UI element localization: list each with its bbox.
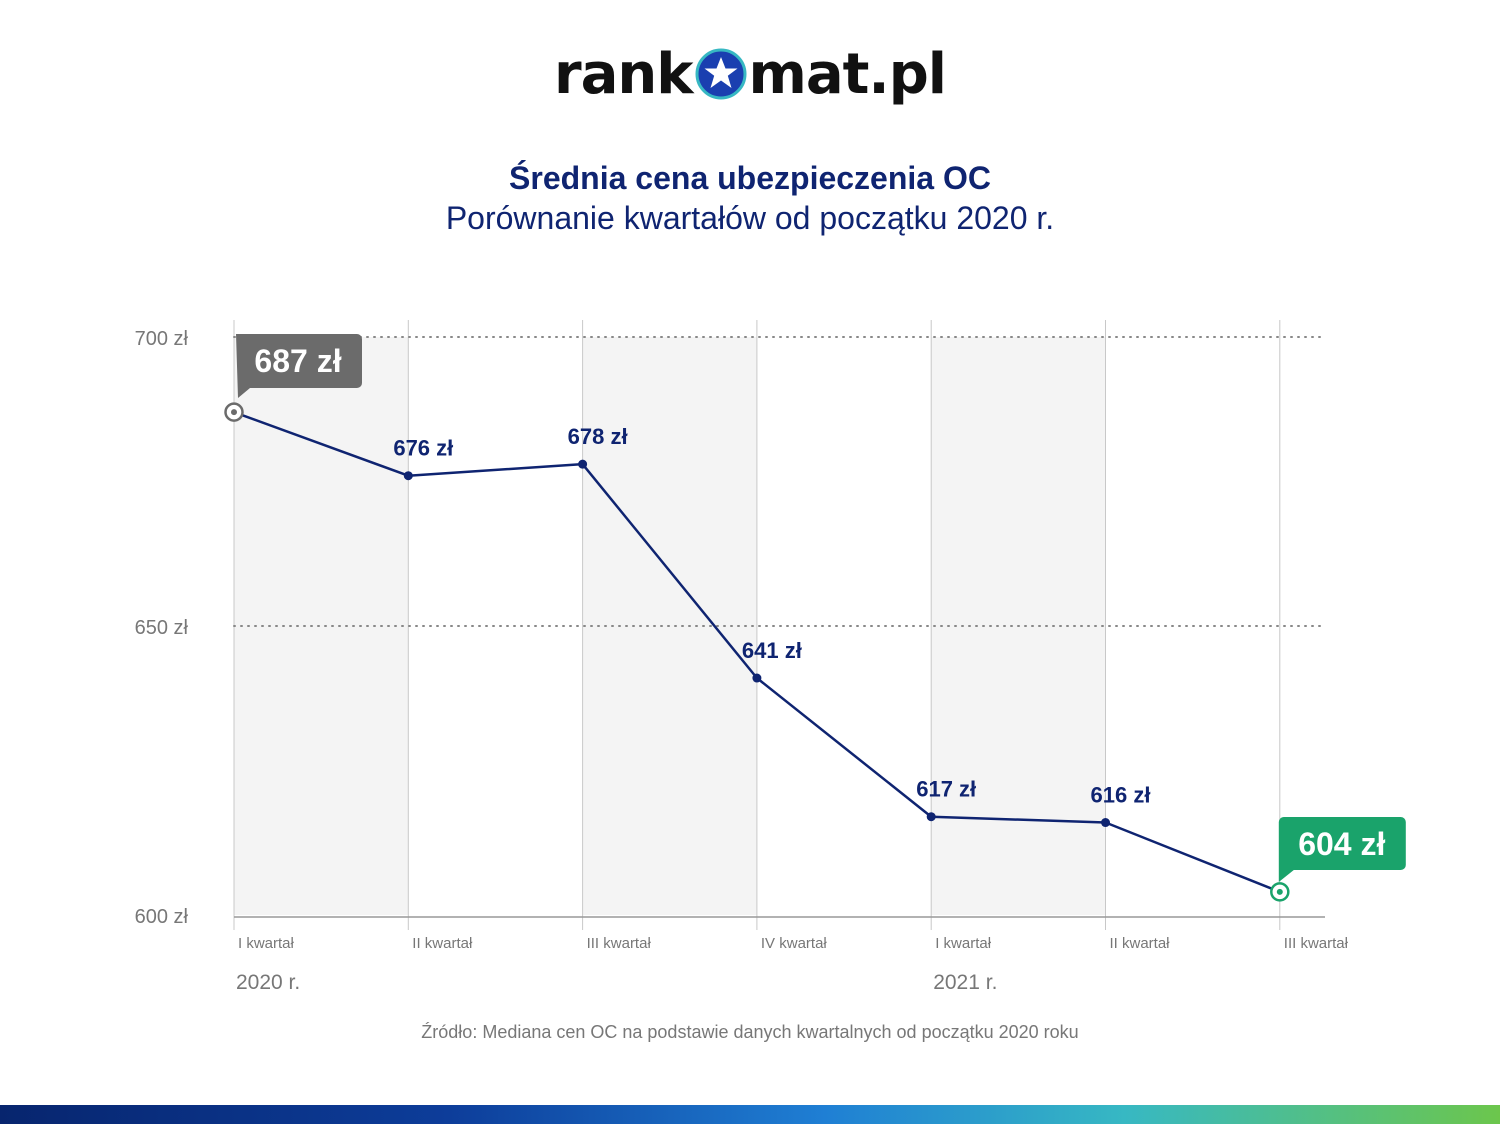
logo-text: rank mat.pl bbox=[554, 40, 947, 110]
y-tick-label: 700 zł bbox=[135, 328, 189, 350]
data-label: 617 zł bbox=[916, 777, 976, 802]
x-tick-label: II kwartał bbox=[1110, 935, 1171, 952]
data-label: 641 zł bbox=[742, 638, 802, 663]
bottom-gradient-bar bbox=[0, 1105, 1500, 1124]
source-note: Źródło: Mediana cen OC na podstawie dany… bbox=[421, 1022, 1079, 1042]
start-value-badge bbox=[236, 334, 362, 398]
chart-subtitle: Porównanie kwartałów od początku 2020 r. bbox=[445, 200, 1055, 236]
year-label: 2021 r. bbox=[933, 971, 997, 994]
data-point bbox=[1101, 818, 1110, 828]
data-label: 678 zł bbox=[568, 424, 628, 449]
data-point bbox=[403, 471, 413, 481]
data-point bbox=[578, 459, 588, 469]
y-tick-label: 600 zł bbox=[135, 906, 189, 928]
star-logo-icon bbox=[695, 48, 747, 100]
line-chart: 700 zł 650 zł 600 zł I kwartał II kwartał III… bbox=[135, 320, 1406, 994]
logo-text-right: mat.pl bbox=[748, 42, 947, 107]
x-tick-label: I kwartał bbox=[935, 935, 992, 952]
logo: rank mat.pl bbox=[0, 40, 1500, 110]
logo-text-left: rank bbox=[554, 42, 694, 107]
data-label: 616 zł bbox=[1091, 783, 1151, 808]
data-point-start-center bbox=[231, 409, 237, 416]
data-point-end-center bbox=[1276, 888, 1283, 895]
chart-title: Średnia cena ubezpieczenia OC bbox=[509, 160, 991, 196]
y-tick-label: 650 zł bbox=[135, 617, 189, 639]
year-label: 2020 r. bbox=[236, 971, 300, 994]
end-value-badge bbox=[1278, 817, 1406, 882]
x-tick-label: II kwartał bbox=[412, 935, 473, 952]
data-point bbox=[926, 812, 936, 822]
data-point bbox=[752, 673, 762, 683]
x-tick-label: III kwartał bbox=[1284, 935, 1349, 952]
x-tick-label: I kwartał bbox=[238, 935, 295, 952]
data-label: 676 zł bbox=[393, 436, 453, 461]
x-tick-label: III kwartał bbox=[587, 935, 652, 952]
data-label-start: 687 zł bbox=[254, 343, 341, 379]
data-label-end: 604 zł bbox=[1298, 826, 1385, 862]
x-tick-label: IV kwartał bbox=[761, 935, 828, 952]
